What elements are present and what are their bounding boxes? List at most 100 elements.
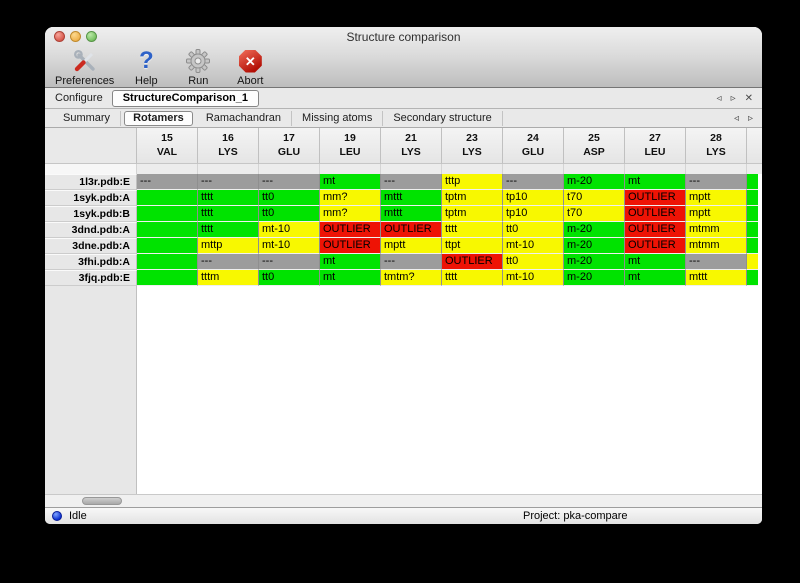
- rotamer-cell[interactable]: OUTLIER: [320, 238, 381, 254]
- rotamer-cell[interactable]: mt-10: [259, 238, 320, 254]
- rotamer-cell[interactable]: tt0: [259, 206, 320, 222]
- rotamer-cell[interactable]: tp10: [503, 206, 564, 222]
- column-header[interactable]: 19 LEU: [320, 128, 381, 164]
- rotamer-cell[interactable]: mttp: [198, 238, 259, 254]
- rotamer-cell[interactable]: OUTLIER: [381, 222, 442, 238]
- rotamer-cell[interactable]: mt: [625, 254, 686, 270]
- rotamer-cell[interactable]: mt-10: [503, 238, 564, 254]
- rotamer-cell[interactable]: OUTLIER: [625, 222, 686, 238]
- rotamer-cell-partial[interactable]: [747, 270, 758, 286]
- rotamer-cell[interactable]: t: [137, 254, 198, 270]
- rotamer-cell[interactable]: m-20: [564, 238, 625, 254]
- rotamer-cell[interactable]: ---: [137, 174, 198, 190]
- row-header[interactable]: 1syk.pdb:B: [45, 206, 137, 222]
- rotamer-cell[interactable]: mt-10: [503, 270, 564, 286]
- next-arrow-icon[interactable]: ▹: [730, 92, 736, 104]
- column-header[interactable]: 16 LYS: [198, 128, 259, 164]
- minimize-window-button[interactable]: [70, 31, 81, 42]
- row-header[interactable]: 3fjq.pdb:E: [45, 270, 137, 286]
- next-arrow-icon[interactable]: ▹: [747, 112, 753, 124]
- rotamer-cell[interactable]: tttt: [442, 270, 503, 286]
- tab-summary[interactable]: Summary: [53, 110, 122, 126]
- help-button[interactable]: ? Help: [126, 48, 166, 88]
- rotamer-cell[interactable]: mttt: [381, 190, 442, 206]
- rotamer-cell[interactable]: ---: [686, 254, 747, 270]
- rotamer-cell-partial[interactable]: [747, 190, 758, 206]
- rotamer-cell[interactable]: tttt: [442, 222, 503, 238]
- rotamer-cell[interactable]: mm?: [320, 190, 381, 206]
- rotamer-cell[interactable]: mttt: [686, 270, 747, 286]
- rotamer-cell[interactable]: ---: [503, 174, 564, 190]
- close-icon[interactable]: ✕: [744, 92, 753, 104]
- rotamer-cell[interactable]: t: [137, 206, 198, 222]
- tab-missing-atoms[interactable]: Missing atoms: [292, 110, 384, 126]
- horizontal-scrollbar[interactable]: [45, 494, 762, 507]
- rotamer-cell[interactable]: mt: [625, 270, 686, 286]
- rotamer-cell[interactable]: OUTLIER: [625, 190, 686, 206]
- column-header[interactable]: 17 GLU: [259, 128, 320, 164]
- rotamer-cell[interactable]: t70: [564, 190, 625, 206]
- rotamer-cell[interactable]: t: [137, 222, 198, 238]
- rotamer-cell[interactable]: m-20: [564, 174, 625, 190]
- column-header[interactable]: 21 LYS: [381, 128, 442, 164]
- rotamer-cell[interactable]: t: [137, 238, 198, 254]
- rotamer-cell[interactable]: mt: [320, 174, 381, 190]
- column-header[interactable]: 28 LYS: [686, 128, 747, 164]
- rotamer-cell[interactable]: ---: [381, 254, 442, 270]
- rotamer-cell-partial[interactable]: [747, 206, 758, 222]
- close-window-button[interactable]: [54, 31, 65, 42]
- column-header[interactable]: 24 GLU: [503, 128, 564, 164]
- rotamer-cell[interactable]: tptm: [442, 206, 503, 222]
- rotamer-cell[interactable]: m-20: [564, 222, 625, 238]
- rotamer-cell[interactable]: mttt: [381, 206, 442, 222]
- rotamer-cell[interactable]: ---: [381, 174, 442, 190]
- rotamer-cell[interactable]: mt: [625, 174, 686, 190]
- rotamer-cell[interactable]: ---: [259, 174, 320, 190]
- row-header[interactable]: 3dnd.pdb:A: [45, 222, 137, 238]
- rotamer-cell[interactable]: m-20: [564, 254, 625, 270]
- row-header[interactable]: 1syk.pdb:A: [45, 190, 137, 206]
- scrollbar-thumb[interactable]: [82, 497, 122, 505]
- rotamer-cell[interactable]: OUTLIER: [320, 222, 381, 238]
- rotamer-cell[interactable]: ttpt: [442, 238, 503, 254]
- rotamer-cell[interactable]: tt0: [503, 254, 564, 270]
- rotamer-cell[interactable]: mptt: [686, 190, 747, 206]
- prev-arrow-icon[interactable]: ◃: [733, 112, 739, 124]
- row-header[interactable]: 3dne.pdb:A: [45, 238, 137, 254]
- rotamer-cell[interactable]: OUTLIER: [625, 238, 686, 254]
- rotamer-cell[interactable]: tt0: [259, 270, 320, 286]
- preferences-button[interactable]: Preferences: [55, 48, 114, 87]
- tab-ramachandran[interactable]: Ramachandran: [196, 110, 293, 126]
- rotamer-cell-partial[interactable]: [747, 238, 758, 254]
- column-header[interactable]: 25 ASP: [564, 128, 625, 164]
- zoom-window-button[interactable]: [86, 31, 97, 42]
- rotamer-cell[interactable]: tttm: [198, 270, 259, 286]
- rotamer-cell[interactable]: tttt: [198, 222, 259, 238]
- row-header[interactable]: 3fhi.pdb:A: [45, 254, 137, 270]
- rotamer-cell[interactable]: tptm: [442, 190, 503, 206]
- rotamer-cell[interactable]: mt: [320, 270, 381, 286]
- rotamer-cell[interactable]: ---: [198, 254, 259, 270]
- abort-button[interactable]: ✕ Abort: [230, 48, 270, 87]
- rotamer-cell[interactable]: tttt: [198, 206, 259, 222]
- run-button[interactable]: Run: [178, 48, 218, 87]
- column-header[interactable]: 23 LYS: [442, 128, 503, 164]
- rotamer-cell[interactable]: mt: [320, 254, 381, 270]
- rotamer-cell[interactable]: ---: [686, 174, 747, 190]
- rotamer-cell[interactable]: tmtm?: [381, 270, 442, 286]
- rotamer-cell[interactable]: tttt: [198, 190, 259, 206]
- rotamer-cell-partial[interactable]: [747, 254, 758, 270]
- rotamer-cell[interactable]: ---: [198, 174, 259, 190]
- rotamer-cell[interactable]: mt-10: [259, 222, 320, 238]
- rotamer-cell[interactable]: tt0: [259, 190, 320, 206]
- rotamer-cell[interactable]: mtmm: [686, 238, 747, 254]
- prev-arrow-icon[interactable]: ◃: [716, 92, 722, 104]
- rotamer-cell[interactable]: OUTLIER: [625, 206, 686, 222]
- rotamer-cell[interactable]: mptt: [381, 238, 442, 254]
- rotamer-cell[interactable]: mtmm: [686, 222, 747, 238]
- rotamer-cell[interactable]: t70: [564, 206, 625, 222]
- rotamer-cell[interactable]: ---: [259, 254, 320, 270]
- tab-rotamers[interactable]: Rotamers: [124, 110, 193, 126]
- rotamer-cell[interactable]: tp10: [503, 190, 564, 206]
- rotamer-cell[interactable]: OUTLIER: [442, 254, 503, 270]
